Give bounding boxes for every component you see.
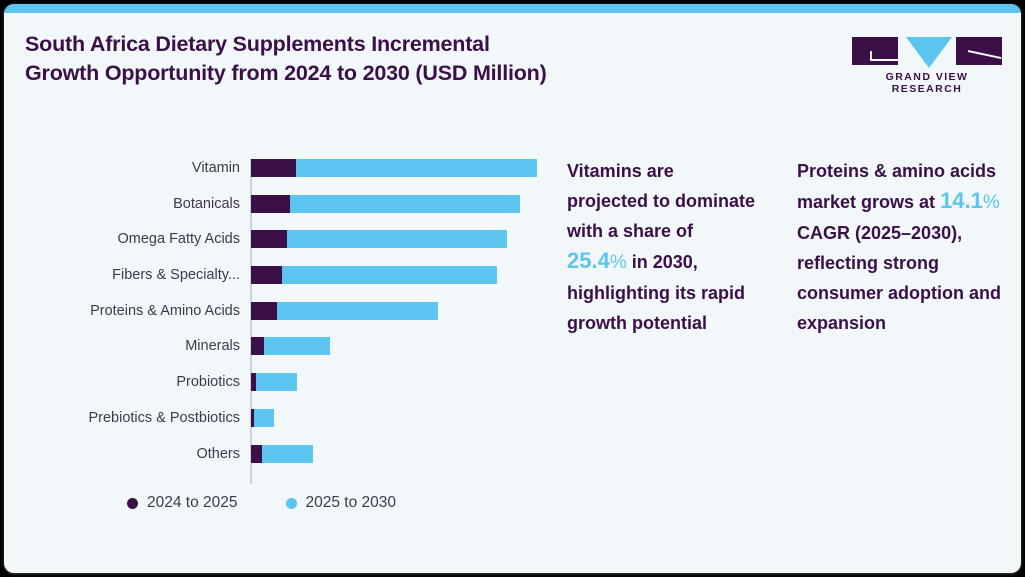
callout-proteins: Proteins & amino acids market grows at 1… xyxy=(797,156,1002,338)
callout-percent-symbol: % xyxy=(609,252,627,273)
chart-row: Others xyxy=(4,444,549,481)
category-label: Minerals xyxy=(185,338,240,355)
legend-label: 2024 to 2025 xyxy=(147,494,238,511)
bar-segment xyxy=(261,444,313,463)
stacked-bar xyxy=(251,373,297,392)
bar-segment xyxy=(255,373,297,392)
chart-row: Probiotics xyxy=(4,373,549,409)
bar-segment xyxy=(251,373,256,392)
chart-legend: 2024 to 2025 2025 to 2030 xyxy=(4,494,549,512)
chart-row: Fibers & Specialty... xyxy=(4,266,549,302)
grand-view-research-logo: GRAND VIEW RESEARCH xyxy=(852,32,1002,95)
bar-segment xyxy=(287,230,508,249)
legend-dot-icon xyxy=(127,497,138,509)
title-line-2: Growth Opportunity from 2024 to 2030 (US… xyxy=(25,61,547,85)
bar-segment xyxy=(251,159,296,177)
callout-text-pre: Vitamins are projected to dominate with … xyxy=(567,161,756,241)
top-accent-strip xyxy=(4,4,1021,13)
chart-row: Vitamin xyxy=(4,159,549,195)
category-label: Probiotics xyxy=(176,374,240,391)
logo-mark xyxy=(852,32,1002,68)
category-label: Fibers & Specialty... xyxy=(112,267,240,284)
logo-r-glyph-icon xyxy=(956,37,1002,65)
bar-segment xyxy=(277,301,439,320)
bar-segment xyxy=(251,194,290,213)
category-label: Others xyxy=(196,445,240,462)
callout-highlight-value: 14.1 xyxy=(940,188,983,213)
callout-text-post: CAGR (2025–2030), reflecting strong cons… xyxy=(797,223,1002,333)
callout-vitamins: Vitamins are projected to dominate with … xyxy=(567,156,757,338)
stacked-bar xyxy=(251,194,521,213)
chart-row: Prebiotics & Postbiotics xyxy=(4,408,549,445)
stacked-bar xyxy=(251,337,330,356)
category-label: Vitamin xyxy=(191,160,240,176)
bar-segment xyxy=(289,194,521,213)
stacked-bar-chart: Vitamin Botanicals Omega Fatty Acids Fibers… xyxy=(4,99,549,529)
bar-segment xyxy=(251,444,262,463)
category-label: Prebiotics & Postbiotics xyxy=(88,409,240,426)
bar-segment xyxy=(253,408,274,427)
bar-segment xyxy=(281,266,497,285)
bar-segment xyxy=(251,230,288,249)
stacked-bar xyxy=(251,301,439,320)
callout-text-pre: Proteins & amino acids market grows at xyxy=(797,161,997,212)
chart-row: Omega Fatty Acids xyxy=(4,230,549,266)
category-label: Proteins & Amino Acids xyxy=(90,302,240,319)
chart-row: Proteins & Amino Acids xyxy=(4,301,549,338)
legend-label: 2025 to 2030 xyxy=(305,494,397,511)
chart-rows: Vitamin Botanicals Omega Fatty Acids Fibers… xyxy=(4,159,549,480)
infographic-card: South Africa Dietary Supplements Increme… xyxy=(4,4,1021,573)
title-line-1: South Africa Dietary Supplements Increme… xyxy=(25,32,490,56)
stacked-bar xyxy=(251,230,508,249)
bar-segment xyxy=(251,408,254,427)
stacked-bar xyxy=(251,266,497,285)
stacked-bar xyxy=(251,408,274,427)
bar-segment xyxy=(263,337,330,356)
stacked-bar xyxy=(251,444,313,463)
logo-v-glyph-icon xyxy=(906,37,952,68)
callout-highlight-value: 25.4 xyxy=(567,248,610,273)
category-label: Botanicals xyxy=(173,195,240,212)
page-title: South Africa Dietary Supplements Increme… xyxy=(25,30,745,88)
callout-text-post: in 2030, highlighting its rapid growth p… xyxy=(567,252,745,333)
legend-item[interactable]: 2025 to 2030 xyxy=(285,494,397,512)
chart-row: Botanicals xyxy=(4,194,549,231)
bar-segment xyxy=(295,159,537,177)
logo-wordmark: GRAND VIEW RESEARCH xyxy=(885,71,969,95)
category-label: Omega Fatty Acids xyxy=(117,231,241,248)
legend-item[interactable]: 2024 to 2025 xyxy=(127,494,238,512)
logo-g-glyph-icon xyxy=(852,37,898,65)
bar-segment xyxy=(251,301,278,320)
legend-dot-icon xyxy=(285,497,297,509)
callout-percent-symbol: % xyxy=(982,192,1000,213)
stacked-bar xyxy=(251,159,537,177)
chart-row: Minerals xyxy=(4,337,549,373)
bar-segment xyxy=(251,266,282,285)
chart-y-axis xyxy=(250,159,252,484)
bar-segment xyxy=(251,337,264,356)
header: South Africa Dietary Supplements Increme… xyxy=(4,13,1021,99)
